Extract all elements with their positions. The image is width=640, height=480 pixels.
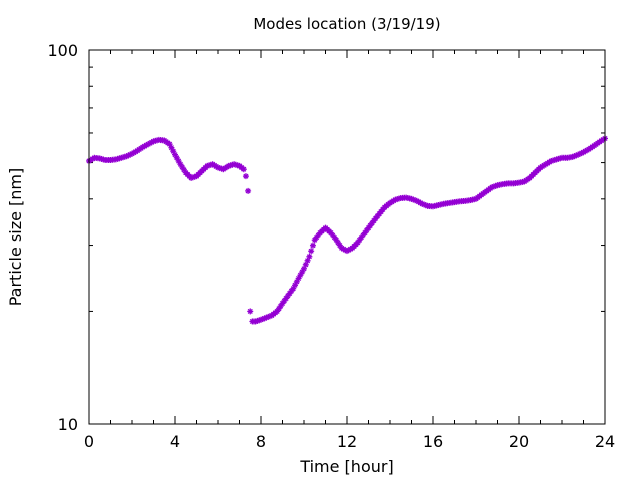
data-point xyxy=(242,173,249,180)
x-axis-label: Time [hour] xyxy=(299,457,393,476)
data-points xyxy=(86,135,608,325)
x-tick-label: 8 xyxy=(256,432,266,451)
plot-frame xyxy=(88,49,606,425)
y-tick-label: 100 xyxy=(47,41,78,60)
data-point xyxy=(306,253,313,260)
x-tick-label: 20 xyxy=(509,432,529,451)
axis-ticks: 0 4 8 12 16 20 24 10 100 xyxy=(47,41,615,451)
x-tick-label: 16 xyxy=(423,432,443,451)
y-axis-label: Particle size [nm] xyxy=(6,168,25,307)
x-tick-label: 4 xyxy=(170,432,180,451)
data-point xyxy=(240,166,247,173)
data-point xyxy=(173,154,180,161)
data-point xyxy=(247,308,254,315)
y-tick-label: 10 xyxy=(58,415,78,434)
data-point xyxy=(309,242,316,249)
data-point xyxy=(308,248,315,255)
chart-title: Modes location (3/19/19) xyxy=(253,15,440,33)
data-point xyxy=(245,187,252,194)
x-tick-label: 24 xyxy=(595,432,615,451)
x-tick-label: 12 xyxy=(337,432,357,451)
x-tick-label: 0 xyxy=(84,432,94,451)
